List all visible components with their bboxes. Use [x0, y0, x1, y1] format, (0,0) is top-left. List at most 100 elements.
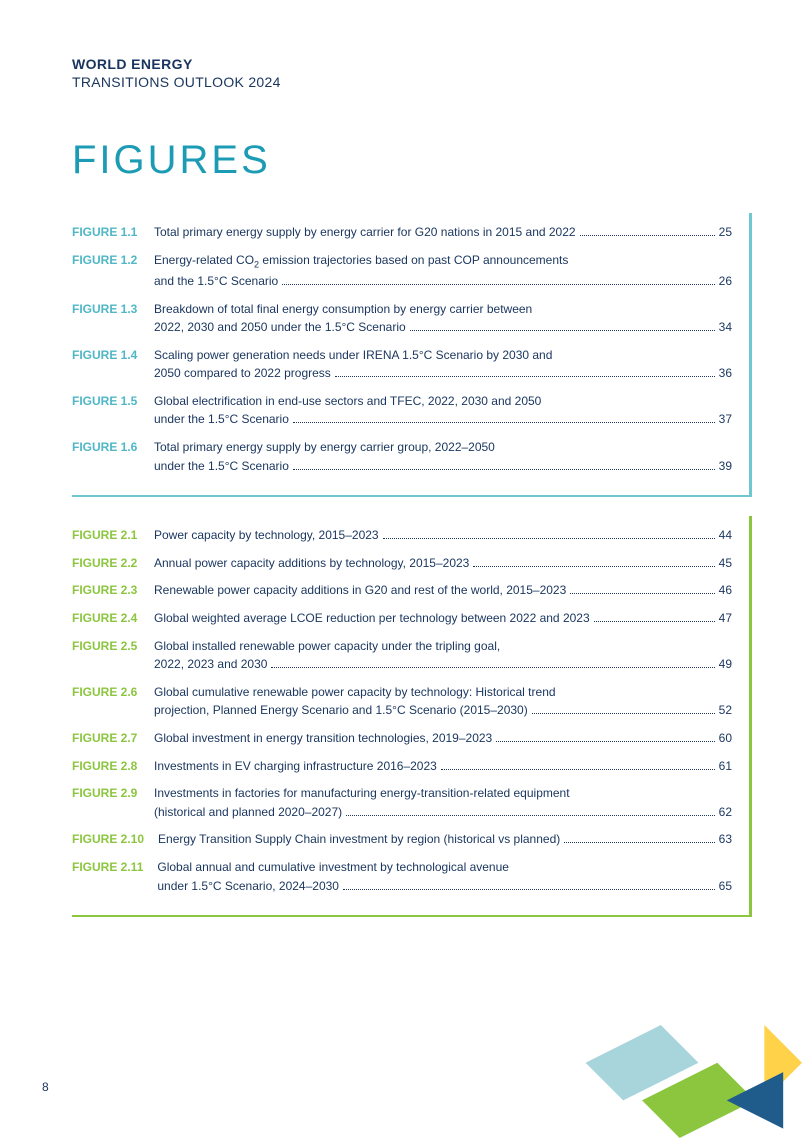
- figure-description: Energy-related CO2 emission trajectories…: [154, 251, 732, 291]
- figure-text-line: Investments in EV charging infrastructur…: [154, 757, 437, 776]
- figure-description: Global annual and cumulative investment …: [157, 858, 732, 895]
- figure-text-line: under the 1.5°C Scenario: [154, 410, 289, 429]
- figure-label: FIGURE 2.7: [72, 729, 140, 748]
- figure-label: FIGURE 2.2: [72, 554, 140, 573]
- figure-description: Total primary energy supply by energy ca…: [154, 223, 732, 242]
- figure-entry: FIGURE 1.2 Energy-related CO2 emission tr…: [72, 251, 732, 291]
- figure-page-number: 26: [719, 272, 732, 291]
- figure-section: FIGURE 2.1Power capacity by technology, …: [72, 516, 742, 916]
- figure-label: FIGURE 1.1: [72, 223, 140, 242]
- figure-text-line: Global investment in energy transition t…: [154, 729, 492, 748]
- figure-page-number: 25: [719, 223, 732, 242]
- figure-text-line: Investments in factories for manufacturi…: [154, 784, 570, 803]
- page-number: 8: [42, 1080, 49, 1094]
- leader-dots: [473, 566, 714, 567]
- figure-label: FIGURE 2.4: [72, 609, 140, 628]
- decor-shape: [642, 1063, 755, 1138]
- decorative-shapes: [482, 978, 802, 1138]
- leader-dots: [570, 593, 714, 594]
- leader-dots: [580, 235, 715, 236]
- figure-text-line: 2022, 2030 and 2050 under the 1.5°C Scen…: [154, 318, 406, 337]
- figure-label: FIGURE 2.3: [72, 581, 140, 600]
- page: WORLD ENERGY TRANSITIONS OUTLOOK 2024 FI…: [0, 0, 802, 1138]
- figure-label: FIGURE 2.6: [72, 683, 140, 702]
- figure-text-line: Scaling power generation needs under IRE…: [154, 346, 552, 365]
- figure-label: FIGURE 2.11: [72, 858, 143, 877]
- figure-entry: FIGURE 2.6 Global cumulative renewable po…: [72, 683, 732, 720]
- figure-label: FIGURE 2.9: [72, 784, 140, 803]
- figure-description: Global electrification in end-use sector…: [154, 392, 732, 429]
- figure-description: Global installed renewable power capacit…: [154, 637, 732, 674]
- leader-dots: [383, 538, 715, 539]
- figure-label: FIGURE 2.10: [72, 830, 144, 849]
- leader-dots: [496, 741, 714, 742]
- figure-page-number: 60: [719, 729, 732, 748]
- figure-entry: FIGURE 2.5 Global installed renewable pow…: [72, 637, 732, 674]
- figure-entry: FIGURE 2.2 Annual power capacity addition…: [72, 554, 732, 573]
- figure-label: FIGURE 2.5: [72, 637, 140, 656]
- figure-label: FIGURE 1.3: [72, 300, 140, 319]
- doc-header-title: WORLD ENERGY: [72, 56, 742, 72]
- figure-entry: FIGURE 1.4 Scaling power generation needs…: [72, 346, 732, 383]
- figure-label: FIGURE 2.8: [72, 757, 140, 776]
- figure-page-number: 34: [719, 318, 732, 337]
- figure-page-number: 45: [719, 554, 732, 573]
- figure-text-line: Renewable power capacity additions in G2…: [154, 581, 566, 600]
- figure-text-line: Total primary energy supply by energy ca…: [154, 438, 495, 457]
- figure-text-line: Breakdown of total final energy consumpt…: [154, 300, 532, 319]
- figure-text-line: Global cumulative renewable power capaci…: [154, 683, 556, 702]
- figure-description: Annual power capacity additions by techn…: [154, 554, 732, 573]
- figure-page-number: 39: [719, 457, 732, 476]
- figure-page-number: 44: [719, 526, 732, 545]
- figure-entry: FIGURE 1.3 Breakdown of total final energ…: [72, 300, 732, 337]
- figure-page-number: 49: [719, 655, 732, 674]
- figure-page-number: 37: [719, 410, 732, 429]
- figure-entry: FIGURE 1.6 Total primary energy supply by…: [72, 438, 732, 475]
- figure-description: Breakdown of total final energy consumpt…: [154, 300, 732, 337]
- figure-entry: FIGURE 1.5 Global electrification in end-…: [72, 392, 732, 429]
- leader-dots: [346, 815, 715, 816]
- leader-dots: [293, 422, 715, 423]
- figure-label: FIGURE 1.4: [72, 346, 140, 365]
- figure-entry: FIGURE 2.10 Energy Transition Supply Chai…: [72, 830, 732, 849]
- figure-text-line: Global weighted average LCOE reduction p…: [154, 609, 590, 628]
- figure-text-line: 2050 compared to 2022 progress: [154, 364, 331, 383]
- figure-entry: FIGURE 2.3 Renewable power capacity addit…: [72, 581, 732, 600]
- figure-page-number: 36: [719, 364, 732, 383]
- figure-label: FIGURE 1.5: [72, 392, 140, 411]
- figure-page-number: 63: [719, 830, 732, 849]
- figure-entry: FIGURE 2.8 Investments in EV charging inf…: [72, 757, 732, 776]
- figure-entry: FIGURE 2.4 Global weighted average LCOE r…: [72, 609, 732, 628]
- figure-text-line: Energy-related CO2 emission trajectories…: [154, 251, 568, 272]
- figure-label: FIGURE 1.2: [72, 251, 140, 270]
- figure-entry: FIGURE 2.1Power capacity by technology, …: [72, 526, 732, 545]
- figure-text-line: under the 1.5°C Scenario: [154, 457, 289, 476]
- leader-dots: [271, 667, 714, 668]
- leader-dots: [564, 842, 714, 843]
- figure-description: Investments in EV charging infrastructur…: [154, 757, 732, 776]
- leader-dots: [293, 469, 715, 470]
- decor-shape: [586, 1025, 699, 1100]
- figure-description: Renewable power capacity additions in G2…: [154, 581, 732, 600]
- figure-entry: FIGURE 2.9 Investments in factories for m…: [72, 784, 732, 821]
- figure-entry: FIGURE 2.7 Global investment in energy tr…: [72, 729, 732, 748]
- figure-text-line: Global annual and cumulative investment …: [157, 858, 509, 877]
- figure-description: Global weighted average LCOE reduction p…: [154, 609, 732, 628]
- leader-dots: [335, 376, 715, 377]
- figure-text-line: Annual power capacity additions by techn…: [154, 554, 469, 573]
- figure-label: FIGURE 1.6: [72, 438, 140, 457]
- figure-entry: FIGURE 1.1 Total primary energy supply by…: [72, 223, 732, 242]
- page-title: FIGURES: [72, 138, 742, 183]
- figure-page-number: 65: [719, 877, 732, 896]
- figure-description: Global investment in energy transition t…: [154, 729, 732, 748]
- figure-text-line: and the 1.5°C Scenario: [154, 272, 278, 291]
- figure-description: Investments in factories for manufacturi…: [154, 784, 732, 821]
- decor-shape: [764, 1025, 802, 1100]
- figure-text-line: Energy Transition Supply Chain investmen…: [158, 830, 560, 849]
- decor-shape: [727, 1072, 783, 1128]
- leader-dots: [594, 621, 715, 622]
- figure-text-line: (historical and planned 2020–2027): [154, 803, 342, 822]
- figure-text-line: projection, Planned Energy Scenario and …: [154, 701, 528, 720]
- figure-text-line: Power capacity by technology, 2015–2023: [154, 526, 379, 545]
- figure-section: FIGURE 1.1 Total primary energy supply by…: [72, 213, 742, 496]
